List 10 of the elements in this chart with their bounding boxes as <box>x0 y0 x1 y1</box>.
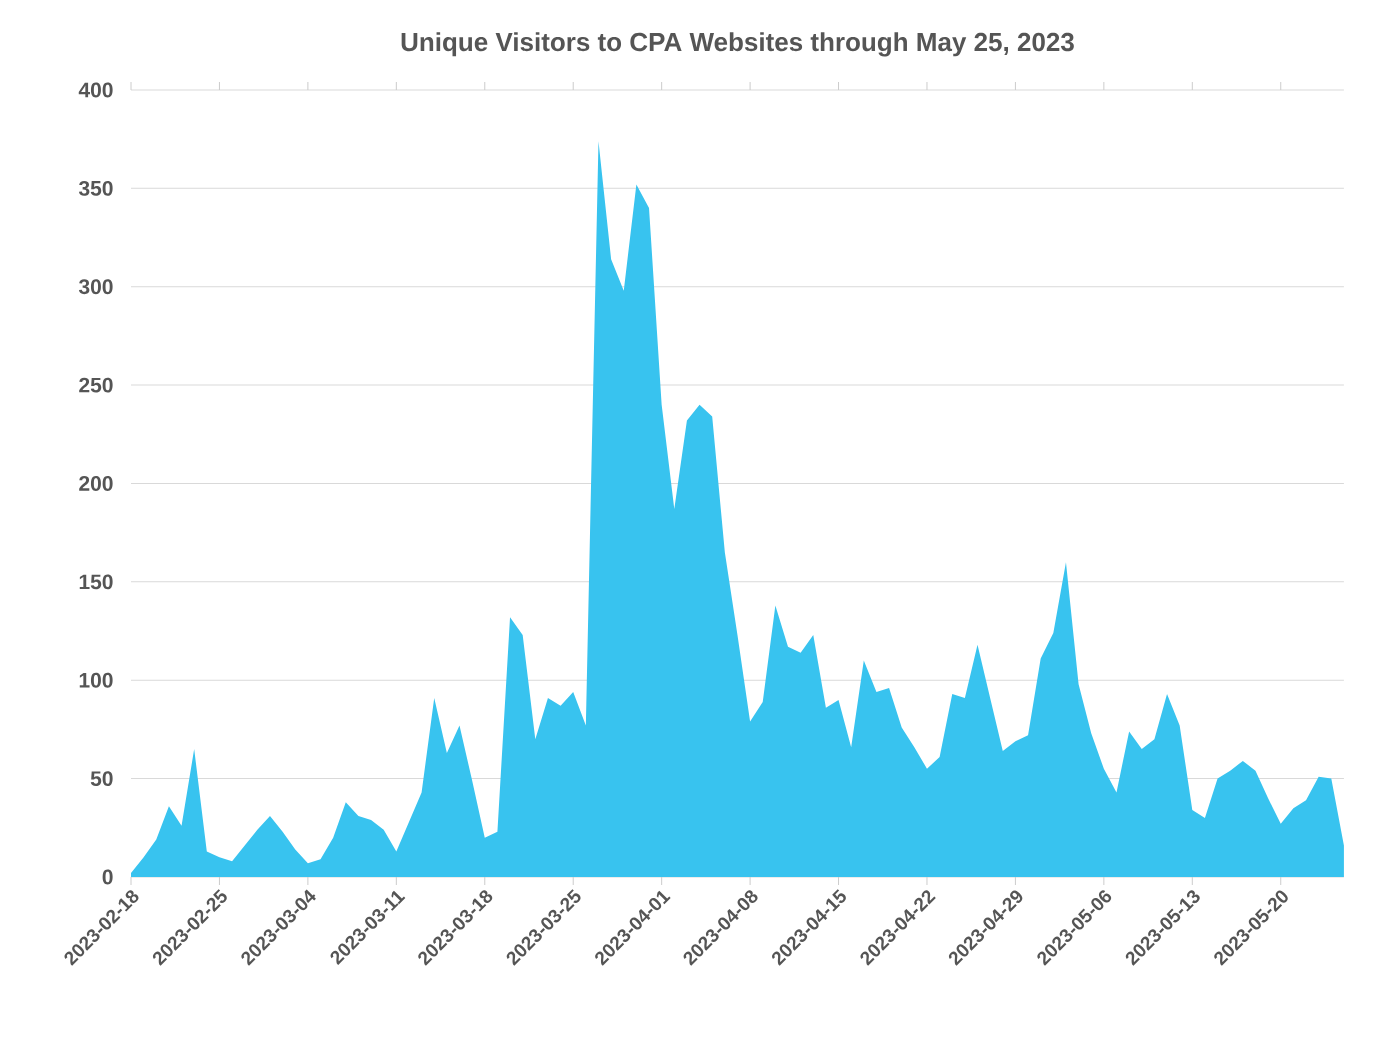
y-tick-label: 100 <box>79 672 113 688</box>
y-tick-label: 350 <box>78 180 113 196</box>
y-tick-label: 300 <box>78 279 113 295</box>
y-tick-label: 250 <box>79 377 113 393</box>
y-tick-label: 150 <box>79 574 113 590</box>
y-tick-label: 200 <box>79 476 113 491</box>
y-tick-label: 400 <box>78 82 113 98</box>
chart-title: Unique Visitors to CPA Websites through May 25, 2023 <box>401 32 1074 57</box>
y-tick-label: 50 <box>90 771 113 787</box>
y-tick-label: 0 <box>102 869 113 885</box>
